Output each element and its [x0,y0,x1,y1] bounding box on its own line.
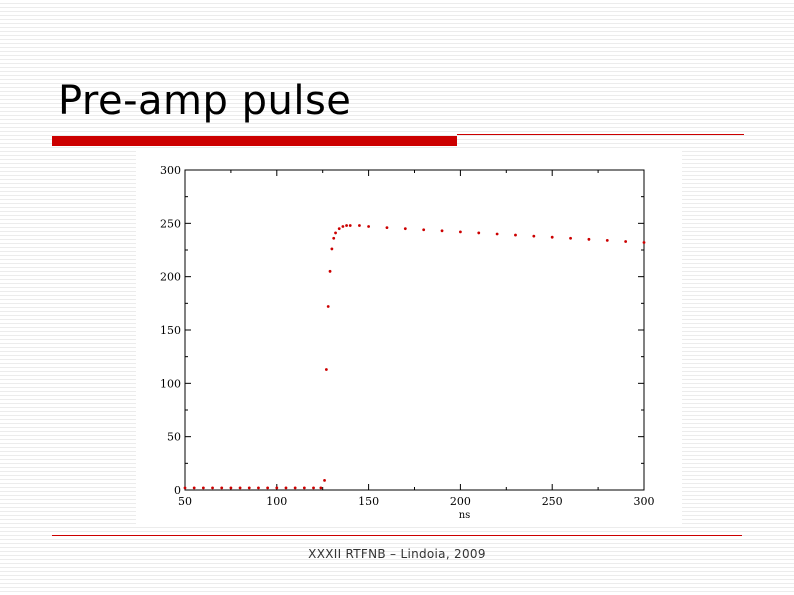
data-point [569,236,572,240]
data-point [532,234,536,238]
data-point [247,486,251,490]
data-point [459,230,462,234]
data-point [624,240,628,243]
data-point [358,224,361,227]
data-point [440,229,444,233]
x-tick-label: 100 [266,495,287,508]
plot-frame [184,169,645,491]
y-tick-label: 250 [160,217,181,230]
y-tick-label: 0 [174,484,181,497]
footer-divider-line [52,535,742,536]
data-point [514,233,517,237]
data-point [257,486,260,490]
data-point [323,479,326,482]
data-point [266,486,270,490]
data-point [302,486,306,490]
data-point [642,241,646,244]
y-tick-label: 300 [160,164,181,177]
data-point [211,486,214,490]
data-point [334,231,337,235]
data-point [324,368,328,371]
data-point [403,227,407,231]
data-point [293,486,297,490]
data-point [183,486,187,490]
x-tick-label: 50 [178,495,192,508]
pulse-chart: 50 100 150 200 250 300 0 50 100 150 200 250 300 ns [136,150,682,525]
data-point [220,486,224,490]
data-point [477,231,481,235]
data-point [385,226,389,229]
data-point [192,486,196,490]
y-tick-label: 100 [160,377,181,390]
x-tick-label: 300 [634,495,655,508]
slide-footer: XXXII RTFNB – Lindoia, 2009 [308,547,486,561]
data-point [201,486,205,490]
data-point [495,232,499,236]
title-divider-line [457,134,744,135]
x-tick-label: 150 [358,495,379,508]
title-accent-bar [52,136,457,146]
y-tick-label: 150 [160,324,181,337]
data-point [550,235,554,239]
x-axis-label: ns [459,510,471,521]
data-point [326,305,330,308]
data-point [328,269,332,273]
data-point [332,236,336,240]
data-point [422,228,426,232]
data-point [587,237,591,241]
data-point [605,239,609,242]
data-point [367,225,370,228]
data-point [341,225,345,228]
data-point [319,486,323,490]
x-tick-label: 250 [542,495,563,508]
y-tick-label: 50 [167,431,181,444]
data-point [348,224,352,227]
data-point [284,486,288,490]
y-tick-label: 200 [160,271,181,284]
data-point [330,247,334,251]
x-tick-label: 200 [450,495,471,508]
slide-title: Pre-amp pulse [58,78,352,124]
data-point [312,486,315,490]
data-point [275,486,279,490]
data-point [345,224,348,227]
data-point [337,227,341,231]
data-point [229,486,233,490]
data-point [238,486,242,490]
